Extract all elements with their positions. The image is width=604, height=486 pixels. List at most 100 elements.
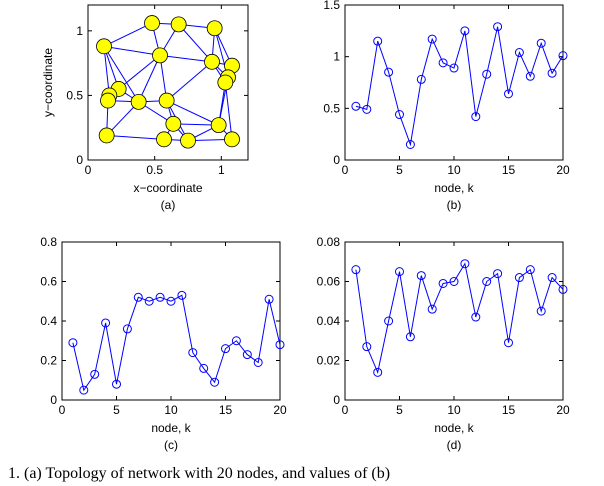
y-tick-label: 0 (76, 153, 83, 167)
point (79, 385, 89, 395)
node (100, 92, 116, 109)
y-axis-label: y−coordinate (41, 48, 55, 117)
x-tick-label: 0 (342, 403, 349, 417)
point (449, 63, 459, 73)
point (493, 22, 503, 32)
y-tick-label: 1.5 (323, 0, 340, 12)
panel-caption: (c) (164, 438, 178, 452)
point (264, 294, 274, 304)
x-tick-label: 5 (396, 163, 403, 177)
point (438, 278, 448, 288)
node (158, 92, 175, 109)
point (482, 277, 492, 286)
edge (178, 24, 213, 63)
edge (159, 54, 213, 63)
x-tick-label: 15 (502, 163, 516, 177)
point (199, 363, 209, 373)
point (460, 26, 470, 36)
y-tick-label: 0 (333, 393, 340, 407)
series-line (355, 26, 564, 147)
x-tick-label: 1 (218, 163, 225, 177)
point (90, 369, 100, 379)
x-tick-label: 5 (396, 403, 403, 417)
point (525, 265, 535, 275)
point (471, 112, 481, 122)
x-axis-label: node, k (434, 181, 474, 195)
point (351, 265, 361, 275)
node (180, 132, 196, 149)
x-tick-label: 0.5 (146, 163, 163, 177)
x-axis-label: x−coordinate (133, 181, 202, 195)
x-tick-label: 0 (59, 403, 66, 417)
series-line (72, 294, 281, 392)
y-tick-label: 0 (333, 153, 340, 167)
node (210, 117, 227, 134)
x-tick-label: 20 (273, 403, 287, 417)
point (384, 67, 394, 77)
point (210, 377, 220, 387)
plot-frame (344, 4, 564, 161)
edge (103, 22, 153, 47)
node (96, 38, 112, 55)
point (362, 342, 372, 352)
point (188, 348, 198, 358)
node (206, 20, 223, 37)
x-tick-label: 15 (219, 403, 233, 417)
point (405, 332, 415, 342)
y-tick-label: 0.8 (40, 235, 57, 249)
node (130, 93, 147, 110)
node (165, 115, 182, 132)
edge (138, 55, 161, 103)
point (547, 273, 557, 283)
node (217, 74, 234, 91)
point (416, 74, 426, 84)
point (427, 304, 437, 314)
point (395, 110, 404, 120)
point (438, 58, 448, 68)
point (405, 140, 415, 149)
point (362, 104, 372, 114)
point (460, 259, 470, 269)
node (152, 47, 168, 64)
x-tick-label: 20 (556, 403, 570, 417)
y-tick-label: 0.06 (317, 275, 341, 289)
point (395, 267, 404, 277)
edge (103, 46, 110, 96)
point (514, 48, 524, 58)
point (514, 273, 524, 283)
point (558, 51, 568, 61)
edge (103, 45, 161, 56)
point (155, 292, 165, 302)
node (98, 127, 115, 144)
point (471, 312, 481, 322)
figure-caption: 1. (a) Topology of network with 20 nodes… (8, 465, 390, 482)
point (221, 344, 230, 354)
y-tick-label: 1 (333, 50, 340, 64)
point (558, 284, 568, 294)
y-tick-label: 1 (76, 24, 83, 38)
plot-frame (87, 4, 249, 161)
point (536, 38, 546, 48)
y-tick-label: 0.04 (317, 314, 341, 328)
edge (166, 100, 219, 126)
x-tick-label: 20 (556, 163, 570, 177)
point (112, 379, 121, 389)
node (170, 16, 187, 33)
point (133, 292, 143, 302)
y-tick-label: 0.6 (40, 275, 57, 289)
edge (166, 61, 213, 101)
point (166, 296, 176, 306)
x-axis-label: node, k (151, 421, 191, 435)
edge (224, 82, 233, 140)
x-tick-label: 5 (113, 403, 120, 417)
point (101, 318, 111, 328)
point (493, 269, 503, 279)
point (68, 338, 78, 348)
point (536, 306, 546, 316)
point (242, 350, 252, 360)
x-tick-label: 0 (85, 163, 92, 177)
x-tick-label: 0 (342, 163, 349, 177)
point (231, 336, 241, 346)
x-tick-label: 10 (164, 403, 178, 417)
